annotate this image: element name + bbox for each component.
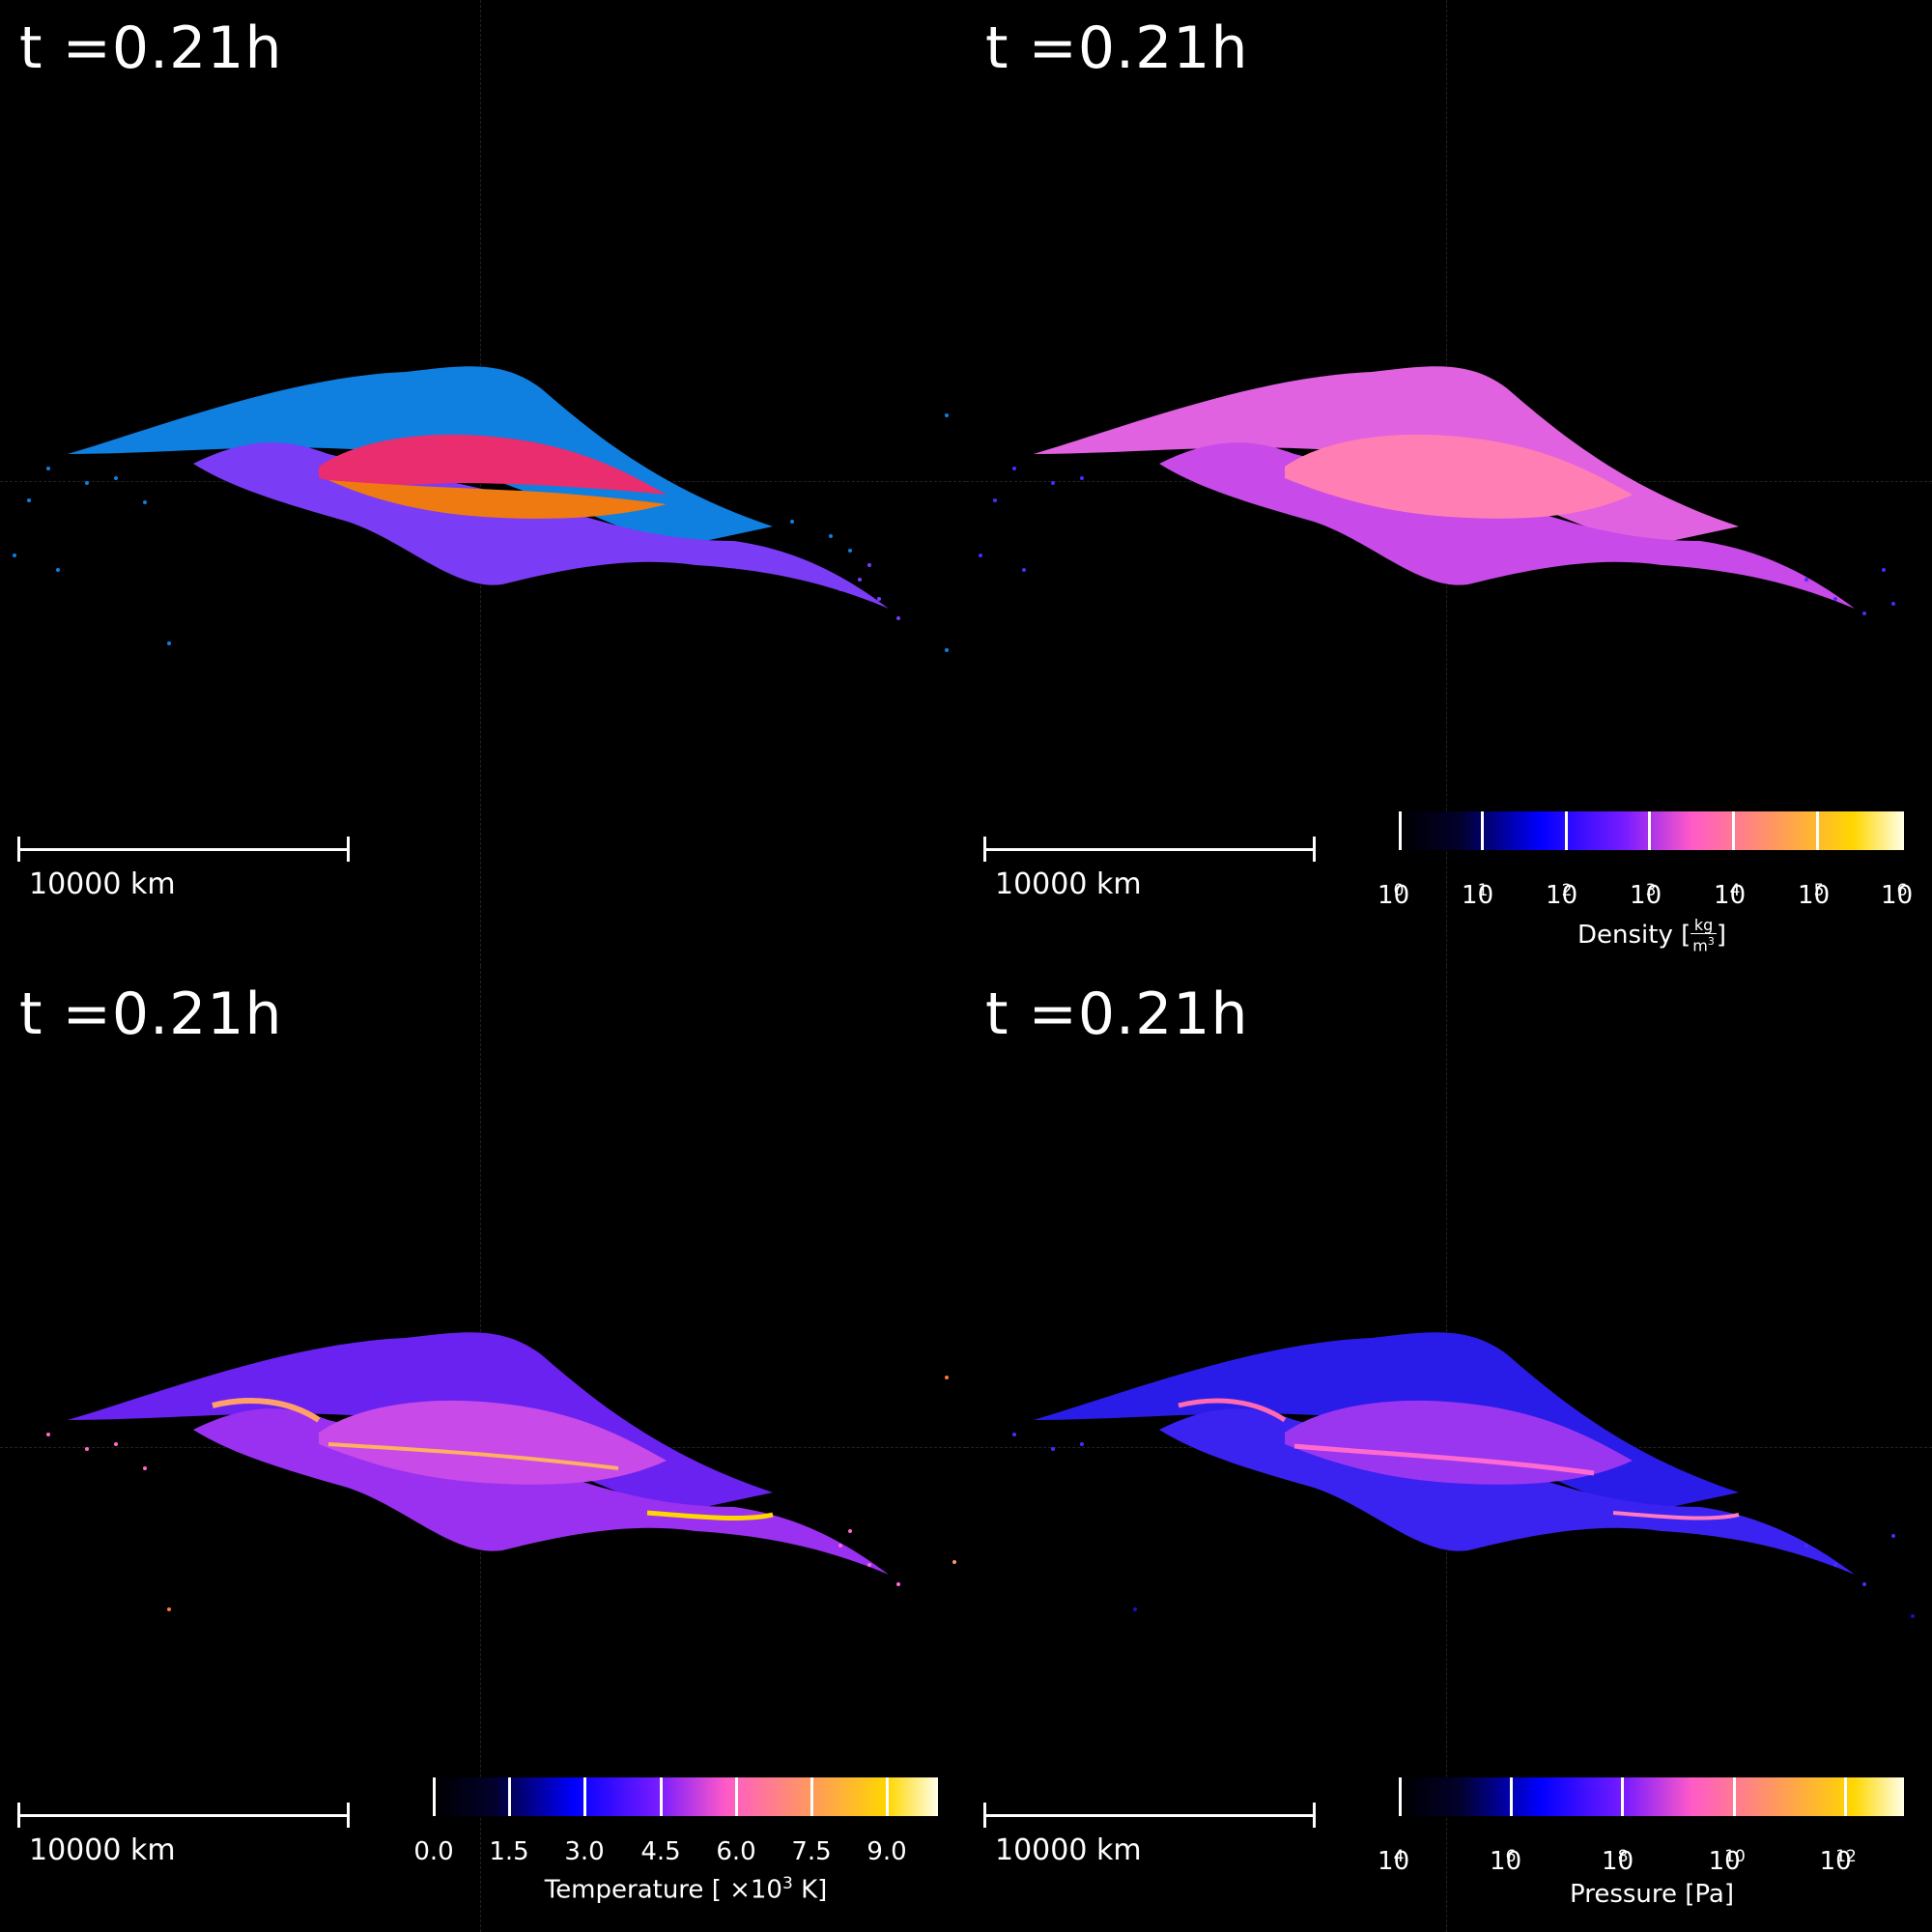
pressure-colorbar-label: Pressure [Pa] bbox=[1569, 1880, 1735, 1909]
scale-bar-label: 10000 km bbox=[995, 867, 1142, 901]
simulation-temperature-plot bbox=[46, 1332, 956, 1611]
scale-bar bbox=[17, 1803, 350, 1828]
scale-bar-label: 10000 km bbox=[29, 1833, 176, 1867]
panel-temperature: t =0.21h 10000 km 0.0 1.5 3.0 4.5 6.0 7.… bbox=[0, 966, 966, 1932]
density-colorbar-label: Density [kg m3] bbox=[1577, 916, 1727, 955]
time-label: t =0.21h bbox=[985, 14, 1249, 82]
density-colorbar bbox=[1399, 811, 1904, 850]
time-label: t =0.21h bbox=[19, 14, 283, 82]
panel-material: t =0.21h 10000 km bbox=[0, 0, 966, 966]
simulation-pressure-plot bbox=[1012, 1332, 1915, 1618]
temperature-colorbar-label: Temperature [ ×103 K] bbox=[544, 1874, 828, 1905]
time-label: t =0.21h bbox=[985, 980, 1249, 1048]
panel-pressure: t =0.21h 10000 km 10 4 10 6 10 8 10 10 10 12 … bbox=[966, 966, 1932, 1932]
scale-bar bbox=[17, 837, 350, 862]
pressure-colorbar bbox=[1399, 1777, 1904, 1816]
scale-bar-label: 10000 km bbox=[29, 867, 176, 901]
scale-bar-label: 10000 km bbox=[995, 1833, 1142, 1867]
simulation-material-plot bbox=[13, 366, 949, 652]
time-label: t =0.21h bbox=[19, 980, 283, 1048]
temperature-colorbar bbox=[433, 1777, 938, 1816]
scale-bar bbox=[983, 1803, 1316, 1828]
scale-bar bbox=[983, 837, 1316, 862]
simulation-density-plot bbox=[979, 366, 1895, 615]
panel-density: t =0.21h 10000 km 10 0 10 1 10 2 10 3 10 4 10… bbox=[966, 0, 1932, 966]
